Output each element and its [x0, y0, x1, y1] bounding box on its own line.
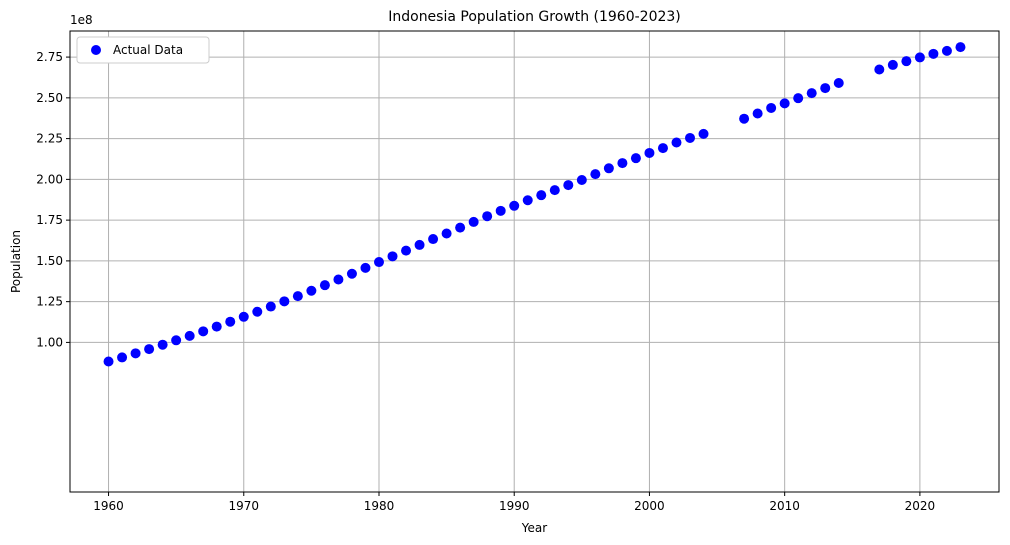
y-tick-label: 2.25: [36, 132, 63, 146]
legend-label: Actual Data: [113, 43, 183, 57]
data-point: [184, 330, 195, 341]
data-point: [928, 48, 939, 59]
data-point: [373, 257, 384, 268]
chart-title: Indonesia Population Growth (1960-2023): [388, 9, 681, 25]
data-point: [766, 102, 777, 113]
y-tick-label: 1.75: [36, 213, 63, 227]
x-tick-label: 1960: [93, 499, 124, 513]
data-point: [292, 291, 303, 302]
data-point: [617, 158, 628, 169]
data-point: [157, 339, 168, 350]
data-point: [671, 137, 682, 148]
data-point: [549, 185, 560, 196]
x-tick-label: 1980: [364, 499, 395, 513]
data-point: [806, 88, 817, 99]
data-point: [793, 93, 804, 104]
data-point: [171, 335, 182, 346]
data-point: [455, 222, 466, 233]
data-point: [914, 52, 925, 63]
legend-marker: [91, 45, 101, 55]
data-point: [414, 239, 425, 250]
data-point: [887, 59, 898, 70]
data-point: [319, 280, 330, 291]
data-point: [103, 356, 114, 367]
data-point: [685, 132, 696, 143]
data-point: [576, 175, 587, 186]
data-point: [265, 301, 276, 312]
data-point: [820, 83, 831, 94]
data-point: [144, 344, 155, 355]
y-tick-label: 2.50: [36, 91, 63, 105]
data-point: [874, 64, 885, 75]
data-point: [130, 348, 141, 359]
data-point: [630, 153, 641, 164]
y-tick-label: 1.00: [36, 335, 63, 349]
data-point: [563, 180, 574, 191]
data-points: [103, 42, 966, 367]
y-tick-label: 1.50: [36, 254, 63, 268]
data-point: [536, 190, 547, 201]
data-point: [198, 326, 209, 337]
data-point: [603, 163, 614, 174]
legend-box: [76, 36, 210, 64]
x-tick-label: 1990: [499, 499, 530, 513]
data-point: [901, 56, 912, 67]
x-tick-label: 1970: [228, 499, 259, 513]
data-point: [225, 316, 236, 327]
data-point: [252, 306, 263, 317]
x-tick-label: 2020: [905, 499, 936, 513]
x-tick-label: 2000: [634, 499, 665, 513]
data-point: [522, 195, 533, 206]
data-point: [211, 321, 222, 332]
data-point: [698, 128, 709, 139]
x-axis-label: Year: [521, 521, 547, 535]
axis-ticks: 1960 1970 1980 1990 2000 2010 2020 1.00 1.25 1.50…: [36, 50, 935, 513]
data-point: [739, 113, 750, 124]
y-tick-label: 2.00: [36, 172, 63, 186]
data-point: [387, 251, 398, 262]
data-point: [333, 274, 344, 285]
data-point: [482, 211, 493, 222]
data-point: [955, 42, 966, 53]
data-point: [509, 200, 520, 211]
y-tick-label: 2.75: [36, 50, 63, 64]
data-point: [644, 147, 655, 158]
data-point: [428, 234, 439, 245]
data-point: [779, 98, 790, 109]
y-axis-label: Population: [9, 230, 23, 293]
data-point: [279, 296, 290, 307]
data-point: [360, 262, 371, 273]
data-point: [941, 45, 952, 56]
grid-lines: [70, 31, 999, 492]
data-point: [495, 205, 506, 216]
legend: Actual Data: [76, 36, 210, 64]
data-point: [468, 216, 479, 227]
data-point: [346, 268, 357, 279]
data-point: [401, 245, 412, 256]
data-point: [833, 78, 844, 89]
data-point: [117, 352, 128, 363]
data-point: [590, 169, 601, 180]
data-point: [657, 143, 668, 154]
plot-frame: [69, 30, 1000, 493]
y-offset-label: 1e8: [70, 13, 93, 27]
data-point: [238, 311, 249, 322]
data-point: [306, 285, 317, 296]
y-tick-label: 1.25: [36, 295, 63, 309]
data-point: [752, 108, 763, 119]
data-point: [441, 228, 452, 239]
x-tick-label: 2010: [769, 499, 800, 513]
